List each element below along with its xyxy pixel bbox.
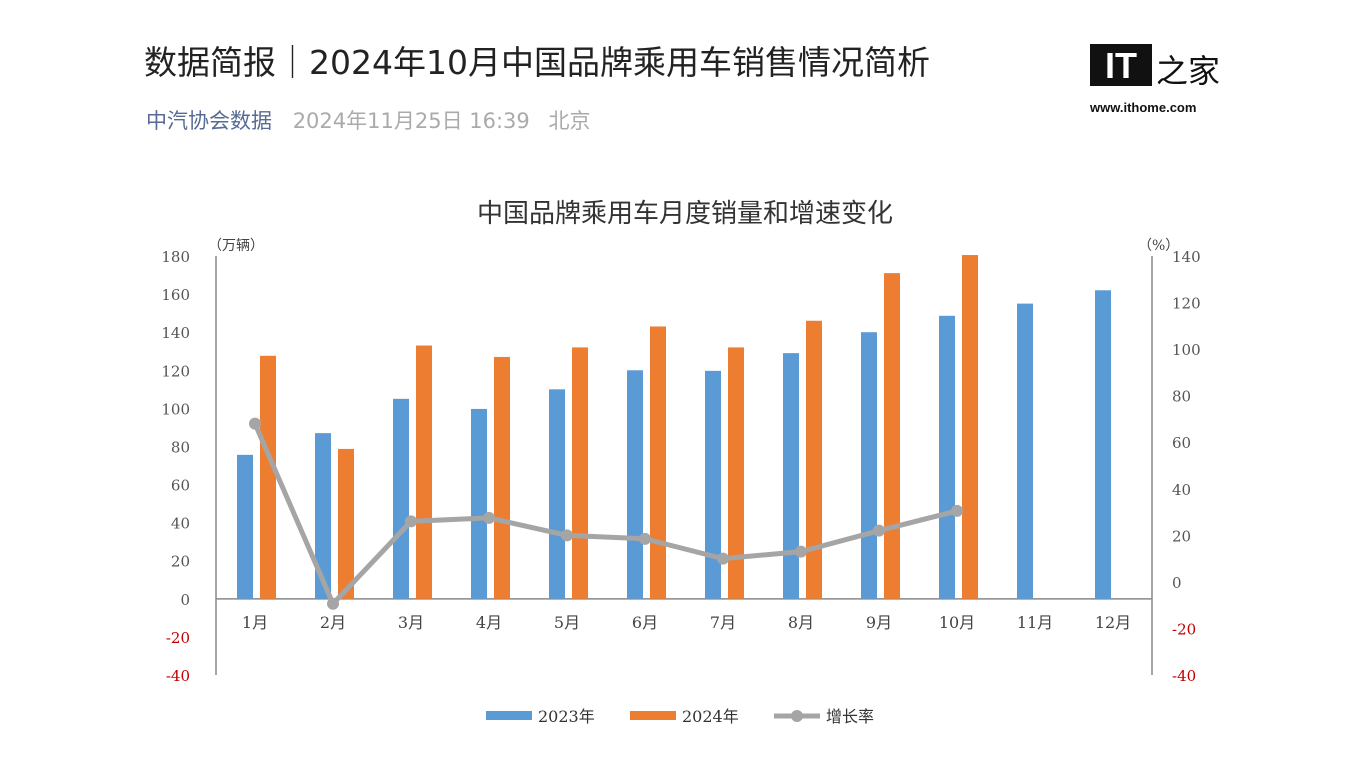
ithome-logo: IT 之家 www.ithome.com xyxy=(1090,44,1220,119)
x-tick-label: 3月 xyxy=(398,613,424,632)
bar-2024年 xyxy=(884,273,900,599)
bar-2024年 xyxy=(650,326,666,599)
y-tick-label: 120 xyxy=(161,362,190,380)
bar-2024年 xyxy=(962,255,978,599)
y2-tick-label: 60 xyxy=(1172,434,1191,452)
growth-point xyxy=(951,504,963,517)
logo-text: 之家 xyxy=(1156,52,1221,90)
legend-marker-growth xyxy=(791,710,803,722)
growth-point xyxy=(405,515,417,528)
bar-2023年 xyxy=(1095,290,1111,599)
article-meta: 中汽协会数据 2024年11月25日 16:39 北京 xyxy=(146,105,602,135)
bar-2023年 xyxy=(549,389,565,599)
bar-2023年 xyxy=(1017,303,1033,599)
bar-2024年 xyxy=(572,347,588,599)
y2-axis-label: （%） xyxy=(1138,238,1179,254)
growth-point xyxy=(717,552,729,565)
y2-tick-label: 20 xyxy=(1172,527,1191,545)
x-tick-label: 5月 xyxy=(554,613,580,632)
growth-point xyxy=(483,511,495,524)
x-tick-label: 9月 xyxy=(866,613,892,632)
source-link[interactable]: 中汽协会数据 xyxy=(146,109,272,133)
y-tick-label: 80 xyxy=(171,438,190,456)
growth-point xyxy=(639,532,651,545)
bar-2023年 xyxy=(315,433,331,599)
y-tick-label: 100 xyxy=(161,400,190,418)
y-tick-label: 180 xyxy=(161,248,190,266)
growth-point xyxy=(561,529,573,542)
bar-2023年 xyxy=(393,398,409,599)
y-tick-label: 0 xyxy=(180,591,190,609)
x-tick-label: 8月 xyxy=(788,613,814,632)
y2-tick-label: 0 xyxy=(1172,574,1182,592)
bar-2024年 xyxy=(338,448,354,599)
y-tick-label: 140 xyxy=(161,324,190,342)
bar-2023年 xyxy=(783,353,799,599)
legend-label-2024: 2024年 xyxy=(682,707,739,726)
y-tick-label: -20 xyxy=(166,629,190,647)
logo-mark: IT xyxy=(1090,44,1152,86)
legend-swatch-2024 xyxy=(630,711,676,720)
bar-2023年 xyxy=(627,370,643,599)
y2-tick-label: -20 xyxy=(1172,620,1196,638)
growth-point xyxy=(249,417,261,430)
legend-swatch-2023 xyxy=(486,711,532,720)
growth-line xyxy=(252,422,958,609)
x-tick-label: 7月 xyxy=(710,613,736,632)
bar-2024年 xyxy=(260,355,276,599)
growth-point xyxy=(795,545,807,558)
bar-2024年 xyxy=(416,345,432,599)
y-tick-label: 160 xyxy=(161,286,190,304)
y-axis-label: （万辆） xyxy=(208,238,264,254)
location: 北京 xyxy=(548,109,591,133)
bar-2023年 xyxy=(861,332,877,599)
article-title: 数据简报｜2024年10月中国品牌乘用车销售情况简析 xyxy=(144,43,930,82)
growth-point xyxy=(873,524,885,537)
logo-url: www.ithome.com xyxy=(1090,100,1197,115)
x-tick-label: 6月 xyxy=(632,613,658,632)
y-tick-label: 40 xyxy=(171,515,190,533)
growth-point xyxy=(327,597,339,610)
legend-label-growth: 增长率 xyxy=(826,707,874,726)
y2-tick-label: -40 xyxy=(1172,667,1196,685)
y-tick-label: -40 xyxy=(166,667,190,685)
x-tick-label: 1月 xyxy=(242,613,268,632)
y-tick-label: 20 xyxy=(171,553,190,571)
y2-tick-label: 120 xyxy=(1172,295,1201,313)
x-tick-label: 12月 xyxy=(1095,613,1131,632)
y2-tick-label: 100 xyxy=(1172,341,1201,359)
y2-tick-label: 80 xyxy=(1172,388,1191,406)
bar-2024年 xyxy=(494,356,510,599)
y-tick-label: 60 xyxy=(171,477,190,495)
x-tick-label: 2月 xyxy=(320,613,346,632)
bar-2024年 xyxy=(806,320,822,599)
chart-title: 中国品牌乘用车月度销量和增速变化 xyxy=(477,199,893,229)
bar-2023年 xyxy=(471,408,487,599)
x-tick-label: 10月 xyxy=(939,613,975,632)
y2-tick-label: 40 xyxy=(1172,481,1191,499)
datetime: 2024年11月25日 16:39 xyxy=(292,109,530,133)
bar-2024年 xyxy=(728,347,744,599)
bar-2023年 xyxy=(237,454,253,599)
bar-2023年 xyxy=(939,315,955,599)
x-tick-label: 4月 xyxy=(476,613,502,632)
bar-2023年 xyxy=(705,370,721,599)
y2-tick-label: 140 xyxy=(1172,248,1201,266)
legend-label-2023: 2023年 xyxy=(538,707,595,726)
x-tick-label: 11月 xyxy=(1017,613,1053,632)
